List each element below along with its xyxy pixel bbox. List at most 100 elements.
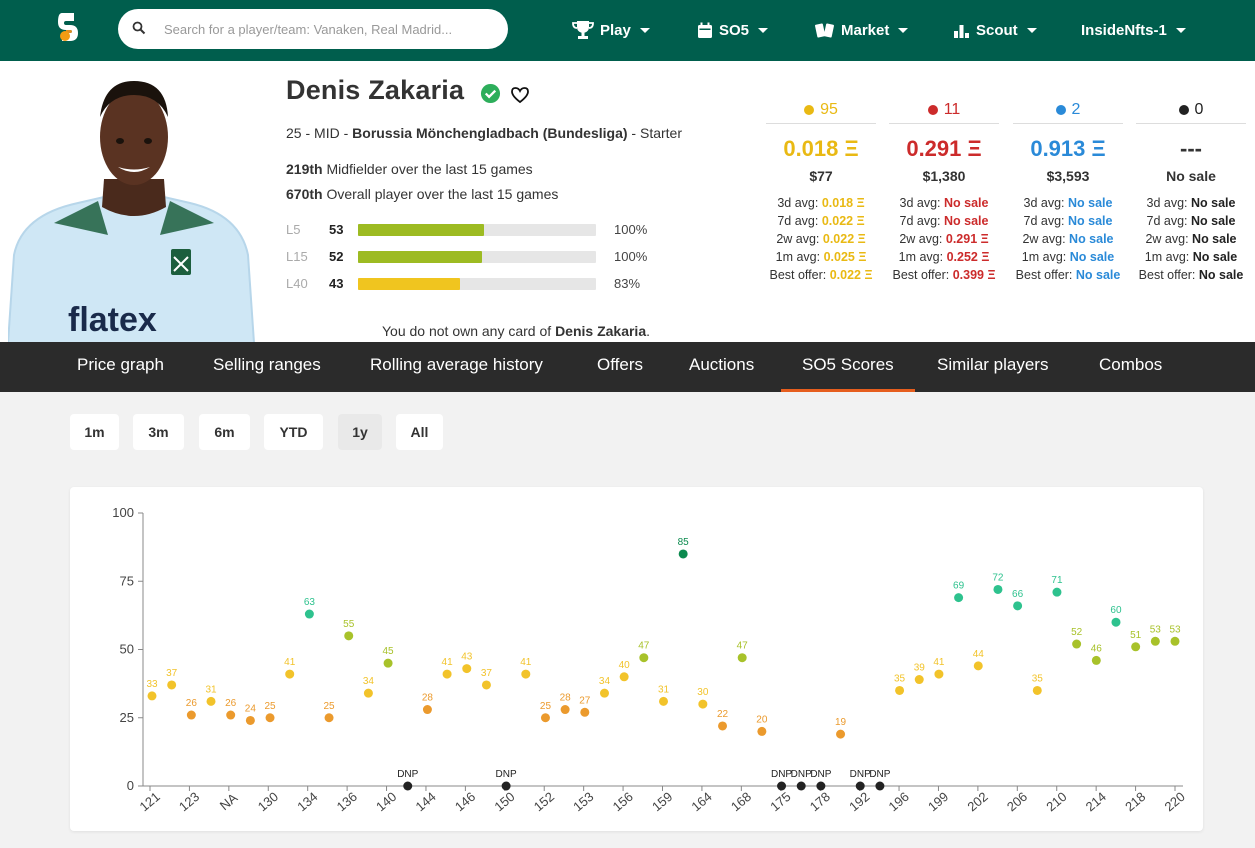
tab-selling-ranges[interactable]: Selling ranges [213, 355, 321, 374]
nav-scout[interactable]: Scout [953, 18, 1037, 42]
score-point[interactable] [954, 593, 964, 603]
score-point[interactable] [481, 680, 491, 690]
heart-icon[interactable] [510, 86, 530, 104]
tab-rolling-average-history[interactable]: Rolling average history [370, 355, 543, 374]
score-point[interactable] [186, 710, 196, 720]
score-point[interactable] [501, 781, 511, 791]
score-point[interactable] [639, 653, 649, 663]
score-point[interactable] [1111, 617, 1121, 627]
score-point[interactable] [895, 685, 905, 695]
x-tick-label: 192 [846, 789, 872, 814]
score-point[interactable] [462, 664, 472, 674]
score-point[interactable] [796, 781, 806, 791]
score-track [358, 278, 596, 290]
avg-value: 0.025 Ξ [823, 250, 867, 264]
score-point[interactable] [540, 713, 550, 723]
range-button-6m[interactable]: 6m [199, 414, 250, 450]
avg-row: 1m avg: 0.252 Ξ [898, 250, 990, 264]
score-point[interactable] [363, 688, 373, 698]
tab-auctions[interactable]: Auctions [689, 355, 755, 374]
score-point[interactable] [245, 715, 255, 725]
score-point-label: DNP [771, 769, 792, 780]
score-point[interactable] [934, 669, 944, 679]
range-button-3m[interactable]: 3m [133, 414, 184, 450]
score-point[interactable] [403, 781, 413, 791]
score-point[interactable] [1052, 587, 1062, 597]
score-point[interactable] [875, 781, 885, 791]
score-point[interactable] [678, 549, 688, 559]
x-tick-label: 152 [531, 789, 557, 814]
chevron-down-icon [1175, 27, 1186, 33]
score-point-label: 69 [953, 581, 965, 592]
avg-row: 1m avg: No sale [1144, 250, 1238, 264]
score-point[interactable] [521, 669, 531, 679]
score-point[interactable] [1013, 601, 1023, 611]
x-tick-label: 220 [1162, 789, 1188, 814]
range-button-1y[interactable]: 1y [338, 414, 382, 450]
score-point[interactable] [206, 696, 216, 706]
score-value: 53 [329, 222, 344, 237]
sorare-logo-icon[interactable] [56, 12, 80, 42]
score-track [358, 224, 596, 236]
score-point[interactable] [147, 691, 157, 701]
score-point[interactable] [836, 729, 846, 739]
score-point[interactable] [344, 631, 354, 641]
score-point[interactable] [737, 653, 747, 663]
score-point[interactable] [1131, 642, 1141, 652]
player-club[interactable]: Borussia Mönchengladbach (Bundesliga) [352, 125, 628, 141]
range-button-all[interactable]: All [396, 414, 443, 450]
score-point[interactable] [304, 609, 314, 619]
ownership-notice: You do not own any card of Denis Zakaria… [382, 323, 651, 339]
score-point[interactable] [167, 680, 177, 690]
nav-market[interactable]: Market [815, 18, 909, 42]
score-point[interactable] [1170, 636, 1180, 646]
score-point[interactable] [1091, 655, 1101, 665]
card-count: 0 [1136, 96, 1246, 124]
nav-play[interactable]: Play [572, 18, 650, 42]
score-point[interactable] [265, 713, 275, 723]
tab-similar-players[interactable]: Similar players [937, 355, 1049, 374]
score-point[interactable] [285, 669, 295, 679]
score-point[interactable] [324, 713, 334, 723]
score-point[interactable] [757, 726, 767, 736]
score-point[interactable] [1032, 685, 1042, 695]
score-point[interactable] [698, 699, 708, 709]
tab-combos[interactable]: Combos [1099, 355, 1163, 374]
range-button-ytd[interactable]: YTD [264, 414, 323, 450]
nav-user-menu[interactable]: InsideNfts-1 [1081, 18, 1186, 42]
score-point[interactable] [855, 781, 865, 791]
score-point[interactable] [442, 669, 452, 679]
score-point[interactable] [619, 672, 629, 682]
score-point-label: 37 [481, 668, 493, 679]
search-input[interactable] [164, 9, 494, 49]
avg-value: 0.291 Ξ [945, 232, 989, 246]
score-point[interactable] [777, 781, 787, 791]
tab-offers[interactable]: Offers [597, 355, 643, 374]
tab-so5-scores[interactable]: SO5 Scores [781, 342, 915, 392]
score-point[interactable] [580, 707, 590, 717]
score-point[interactable] [973, 661, 983, 671]
score-point[interactable] [383, 658, 393, 668]
x-tick-label: 168 [728, 789, 754, 814]
score-point[interactable] [1072, 639, 1082, 649]
nav-so5[interactable]: SO5 [697, 18, 769, 42]
score-point[interactable] [599, 688, 609, 698]
score-point-label: 25 [323, 701, 335, 712]
score-point[interactable] [993, 584, 1003, 594]
avg-value: 0.018 Ξ [821, 196, 865, 210]
avg-value: No sale [1075, 268, 1121, 282]
score-point[interactable] [914, 675, 924, 685]
tab-price-graph[interactable]: Price graph [77, 355, 164, 374]
search-bar[interactable] [118, 9, 508, 49]
nav-market-label: Market [841, 21, 890, 39]
range-button-1m[interactable]: 1m [70, 414, 119, 450]
rank-position: 219th Midfielder over the last 15 games [286, 161, 533, 177]
score-point[interactable] [659, 696, 668, 706]
score-point[interactable] [422, 705, 432, 715]
floor-price-usd: $77 [809, 168, 833, 184]
score-point[interactable] [816, 781, 826, 791]
score-point[interactable] [226, 710, 236, 720]
score-point[interactable] [718, 721, 728, 731]
score-point[interactable] [1150, 636, 1160, 646]
score-point[interactable] [560, 705, 570, 715]
